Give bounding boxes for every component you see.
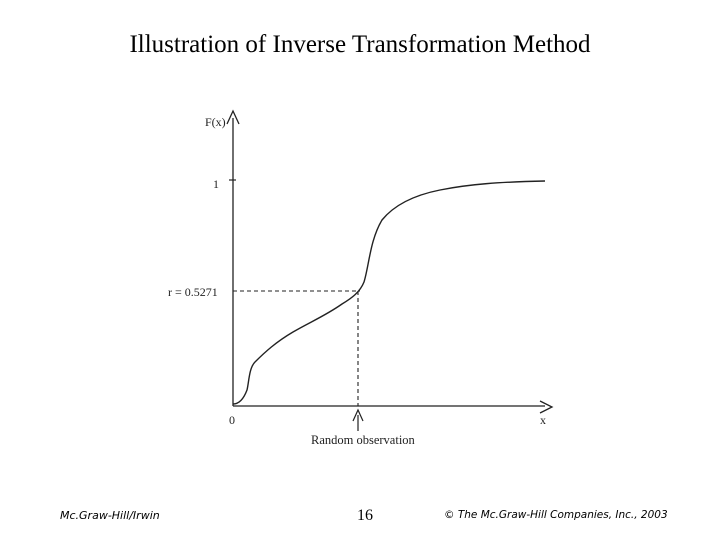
observation-arrowhead [352,408,364,422]
footer-copyright: © The Mc.Graw-Hill Companies, Inc., 2003 [444,509,668,521]
y-tick-one-label: 1 [213,177,219,191]
y-axis-arrowhead [226,109,240,125]
y-axis-label: F(x) [205,115,226,129]
random-observation-label: Random observation [311,433,416,447]
x-axis-label: x [540,413,546,427]
cdf-curve [232,180,546,405]
slide-title: Illustration of Inverse Transformation M… [129,31,591,58]
x-axis-arrowhead [539,400,554,414]
page-number: 16 [357,507,373,524]
footer-publisher: Mc.Graw-Hill/Irwin [60,509,160,522]
origin-label: 0 [229,413,235,427]
r-value-label: r = 0.5271 [168,285,218,299]
